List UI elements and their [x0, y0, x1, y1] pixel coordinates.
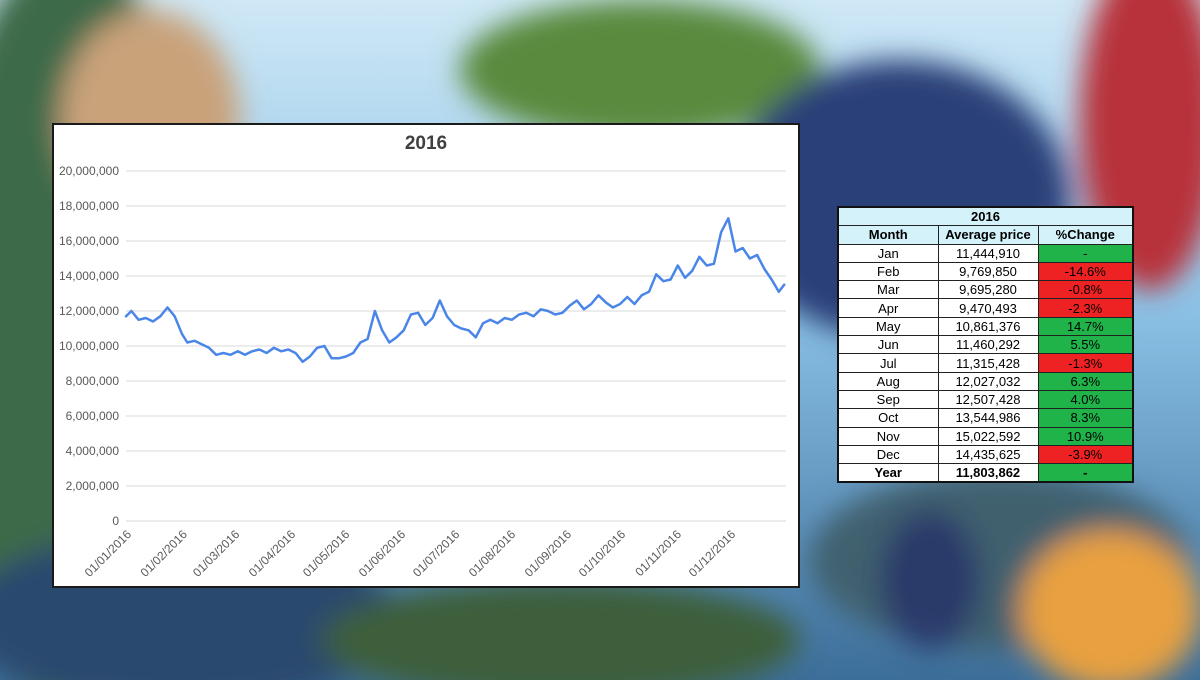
table-row-year: Year 11,803,862 - [837, 463, 1134, 483]
month-cell: Jan [837, 243, 939, 263]
table-row: Apr 9,470,493 -2.3% [837, 298, 1134, 318]
y-tick-label: 20,000,000 [59, 164, 119, 178]
y-tick-label: 18,000,000 [59, 199, 119, 213]
x-tick-label: 01/10/2016 [576, 527, 629, 580]
year-average-price: 11,803,862 [937, 463, 1039, 483]
table-row: May 10,861,376 14.7% [837, 316, 1134, 337]
price-cell: 9,470,493 [937, 298, 1039, 318]
change-cell: 8.3% [1037, 408, 1134, 428]
chart-title: 2016 [404, 133, 448, 154]
x-tick-label: 01/01/2016 [82, 527, 135, 580]
price-cell: 10,861,376 [937, 316, 1039, 337]
table-row: Jun 11,460,292 5.5% [837, 335, 1134, 355]
series-line-2016 [124, 217, 786, 364]
header-average-price: Average price [937, 225, 1039, 245]
y-tick-label: 4,000,000 [66, 444, 120, 458]
price-cell: 11,460,292 [937, 335, 1039, 355]
change-cell: -0.8% [1037, 280, 1134, 300]
table-row: Aug 12,027,032 6.3% [837, 371, 1134, 391]
month-cell: Aug [837, 371, 939, 391]
change-cell: -1.3% [1037, 353, 1134, 373]
x-tick-label: 01/12/2016 [686, 527, 739, 580]
table-title: 2016 [837, 206, 1134, 227]
month-cell: Feb [837, 261, 939, 282]
price-line-chart: 0 2,000,000 4,000,000 6,000,000 8,000,000 10,… [59, 164, 786, 580]
price-cell: 9,769,850 [937, 261, 1039, 282]
change-cell: 6.3% [1037, 371, 1134, 391]
change-cell: 4.0% [1037, 389, 1134, 410]
price-chart-panel: 0 2,000,000 4,000,000 6,000,000 8,000,000 10,… [52, 123, 800, 588]
y-tick-label: 0 [112, 514, 119, 528]
month-cell: Mar [837, 280, 939, 300]
x-tick-label: 01/06/2016 [356, 527, 409, 580]
y-tick-label: 6,000,000 [66, 409, 120, 423]
month-cell: Dec [837, 444, 939, 465]
month-cell: Sep [837, 389, 939, 410]
price-cell: 15,022,592 [937, 426, 1039, 446]
price-cell: 9,695,280 [937, 280, 1039, 300]
monthly-price-table: 2016 Month Average price %Change Jan 11,4… [837, 206, 1135, 484]
change-cell: 10.9% [1037, 426, 1134, 446]
change-cell: -2.3% [1037, 298, 1134, 318]
change-cell: 14.7% [1037, 316, 1134, 337]
month-cell: Apr [837, 298, 939, 318]
y-tick-label: 12,000,000 [59, 304, 119, 318]
y-tick-label: 8,000,000 [66, 374, 120, 388]
table-row: Dec 14,435,625 -3.9% [837, 444, 1134, 465]
price-cell: 12,027,032 [937, 371, 1039, 391]
change-cell: -14.6% [1037, 261, 1134, 282]
price-cell: 13,544,986 [937, 408, 1039, 428]
y-tick-label: 10,000,000 [59, 339, 119, 353]
x-tick-label: 01/02/2016 [138, 527, 191, 580]
x-tick-label: 01/05/2016 [300, 527, 353, 580]
y-tick-label: 16,000,000 [59, 234, 119, 248]
price-cell: 11,444,910 [937, 243, 1039, 263]
x-tick-label: 01/03/2016 [190, 527, 243, 580]
x-tick-label: 01/07/2016 [410, 527, 463, 580]
y-tick-label: 2,000,000 [66, 479, 120, 493]
table-row: Feb 9,769,850 -14.6% [837, 261, 1134, 282]
y-tick-label: 14,000,000 [59, 269, 119, 283]
change-cell: - [1037, 243, 1134, 263]
table-row: Mar 9,695,280 -0.8% [837, 280, 1134, 300]
x-tick-label: 01/11/2016 [632, 527, 684, 579]
price-cell: 12,507,428 [937, 389, 1039, 410]
year-percent-change: - [1037, 463, 1134, 483]
table-row: Nov 15,022,592 10.9% [837, 426, 1134, 446]
price-cell: 14,435,625 [937, 444, 1039, 465]
x-tick-label: 01/09/2016 [522, 527, 575, 580]
month-cell: Oct [837, 408, 939, 428]
change-cell: -3.9% [1037, 444, 1134, 465]
month-cell: May [837, 316, 939, 337]
x-tick-label: 01/04/2016 [246, 527, 299, 580]
change-cell: 5.5% [1037, 335, 1134, 355]
month-cell: Nov [837, 426, 939, 446]
table-row: Sep 12,507,428 4.0% [837, 389, 1134, 410]
header-month: Month [837, 225, 939, 245]
table-row: Jul 11,315,428 -1.3% [837, 353, 1134, 373]
table-row: Oct 13,544,986 8.3% [837, 408, 1134, 428]
month-cell: Jun [837, 335, 939, 355]
month-cell: Jul [837, 353, 939, 373]
year-label: Year [837, 463, 939, 483]
price-cell: 11,315,428 [937, 353, 1039, 373]
x-tick-label: 01/08/2016 [466, 527, 519, 580]
header-percent-change: %Change [1037, 225, 1134, 245]
table-row: Jan 11,444,910- [837, 243, 1134, 263]
